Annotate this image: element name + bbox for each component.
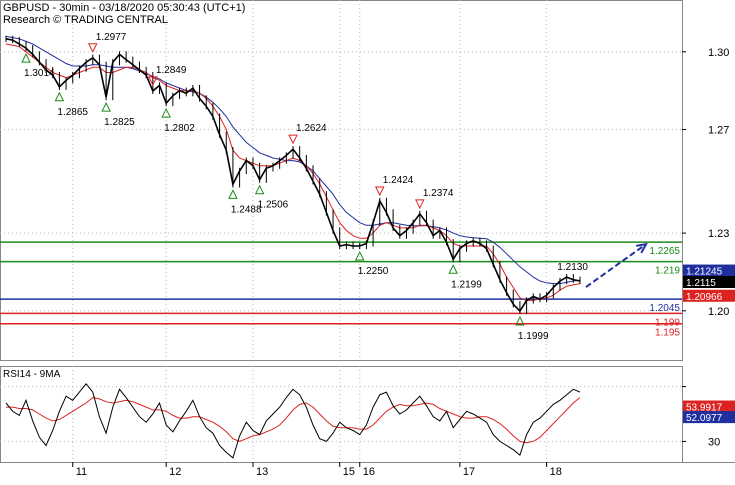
ma-line-blue [5, 35, 581, 285]
forecast-arrow-head [636, 242, 648, 254]
peak-label: 1.2977 [96, 32, 127, 43]
peak-marker [288, 134, 298, 145]
peak-marker [148, 76, 158, 87]
trough-label: 1.2802 [164, 123, 195, 134]
chart-source: Research © TRADING CENTRAL [3, 14, 168, 26]
trough-marker [515, 315, 525, 326]
peak-label: 1.2424 [383, 175, 414, 186]
level-label: 1.199 [655, 317, 680, 328]
trough-label: 1.3014 [24, 68, 55, 79]
rsi-line [5, 383, 581, 459]
peak-marker [374, 186, 385, 197]
trough-label: 1.2250 [358, 266, 389, 277]
trough-marker [161, 107, 171, 118]
rsi-badge [683, 411, 735, 424]
price-tick-label: 1.20 [708, 306, 729, 318]
trough-marker [254, 184, 265, 195]
time-tick-label: 11 [76, 466, 87, 478]
price-panel-frame [0, 0, 683, 361]
chart-title: GBPUSD - 30min - 03/18/2020 05:30:43 (UT… [3, 2, 246, 14]
level-label: 1.2265 [649, 246, 680, 257]
trough-marker [101, 102, 111, 112]
peak-label: 1.2849 [156, 65, 187, 76]
price-tick-label: 1.30 [708, 47, 729, 59]
peak-label: 1.2624 [296, 123, 327, 134]
time-tick-label: 16 [363, 466, 375, 478]
rsi-panel-frame [0, 366, 683, 463]
price-badge-label: 1.21245 [686, 267, 723, 278]
level-label: 1.2045 [649, 303, 680, 314]
price-badge-label: 1.20966 [686, 292, 723, 303]
target-label: 1.2130 [557, 262, 588, 273]
time-tick-label: 12 [169, 466, 181, 478]
price-tick-label: 1.27 [708, 124, 729, 136]
price-badge [683, 276, 735, 289]
peak-label: 1.2374 [423, 188, 454, 199]
price-badge [683, 289, 735, 302]
trough-label: 1.2865 [57, 107, 88, 118]
trough-label: 1.2199 [451, 279, 482, 290]
rsi-tick-label: 30 [708, 436, 720, 448]
price-badge [683, 264, 735, 277]
trough-marker [354, 250, 365, 261]
rsi-badge-label: 53.9917 [686, 403, 723, 414]
rsi-badge [683, 400, 735, 413]
time-tick-label: 18 [550, 466, 562, 478]
trough-label: 1.2825 [104, 117, 135, 128]
price-tick-label: 1.23 [708, 228, 729, 240]
trough-marker [448, 264, 458, 274]
trough-label: 1.2506 [258, 200, 289, 211]
forecast-arrow [585, 243, 647, 288]
trough-label: 1.2488 [231, 204, 262, 215]
peak-marker [415, 199, 425, 210]
trough-marker [21, 53, 31, 63]
trough-label: 1.1999 [518, 331, 549, 342]
rsi-badge-label: 52.0977 [686, 413, 723, 424]
trough-marker [54, 91, 65, 102]
trough-marker [228, 189, 238, 199]
peak-marker [87, 43, 98, 53]
time-tick-label: 13 [256, 466, 268, 478]
price-line [5, 38, 581, 313]
time-tick-label: 17 [463, 466, 475, 478]
time-tick-label: 15 [343, 466, 355, 478]
level-label: 1.195 [655, 328, 680, 339]
price-badge-label: 1.2115 [686, 278, 716, 289]
rsi-ma-line [6, 396, 581, 444]
rsi-title: RSI14 - 9MA [3, 369, 61, 380]
level-label: 1.219 [655, 266, 680, 277]
